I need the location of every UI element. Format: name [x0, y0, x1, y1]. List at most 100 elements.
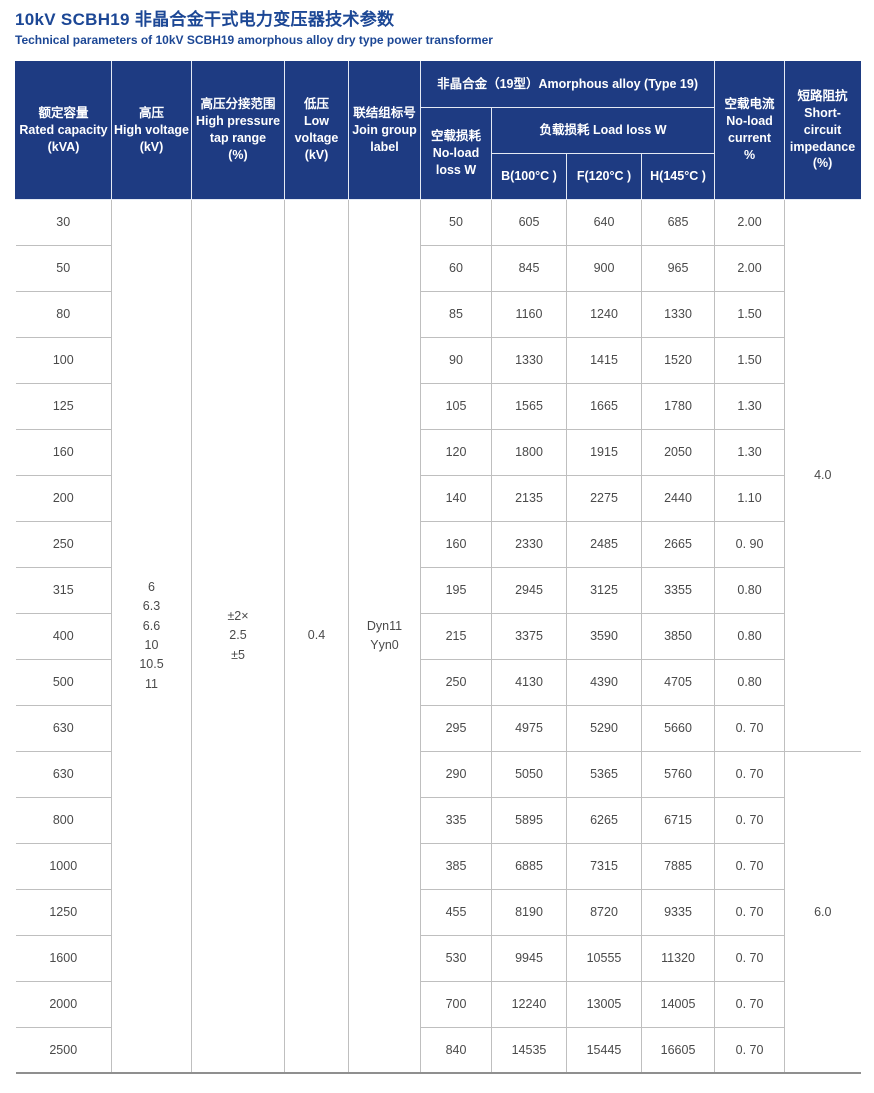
page-title: 10kV SCBH19 非晶合金干式电力变压器技术参数	[15, 10, 395, 29]
short-circuit-impedance-cell: 6.0	[784, 750, 861, 1074]
join-group-merged-cell: Dyn11 Yyn0	[348, 198, 421, 1074]
no-load-current-cell: 1.30	[714, 382, 786, 430]
no-load-current-cell: 1.50	[714, 290, 786, 338]
header-low-voltage: 低压 Low voltage (kV)	[284, 60, 349, 200]
no-load-loss-cell: 215	[420, 612, 492, 660]
load-loss-b-cell: 1330	[491, 336, 567, 384]
table-row: 2000 700 12240 13005 14005 0. 70	[15, 980, 861, 1028]
load-loss-h-cell: 5760	[640, 750, 716, 798]
load-loss-b-cell: 605	[491, 198, 567, 246]
no-load-loss-cell: 90	[420, 336, 492, 384]
rated-capacity-cell: 100	[15, 336, 112, 384]
high-voltage-merged-cell: 6 6.3 6.6 10 10.5 11	[111, 198, 192, 1074]
rated-capacity-cell: 800	[15, 796, 112, 844]
load-loss-h-cell: 2440	[640, 474, 716, 522]
rated-capacity-cell: 160	[15, 428, 112, 476]
table-row: 125 105 1565 1665 1780 1.30	[15, 382, 861, 430]
header-amorphous-alloy-group: 非晶合金（19型）Amorphous alloy (Type 19)	[419, 60, 716, 108]
table-row: 1600 530 9945 10555 11320 0. 70	[15, 934, 861, 982]
header-load-loss-group: 负载损耗 Load loss W	[490, 106, 716, 154]
no-load-current-cell: 0. 90	[714, 520, 786, 568]
load-loss-h-cell: 965	[640, 244, 716, 292]
no-load-current-cell: 1.30	[714, 428, 786, 476]
no-load-loss-cell: 700	[420, 980, 492, 1028]
no-load-loss-cell: 295	[420, 704, 492, 752]
load-loss-h-cell: 2050	[640, 428, 716, 476]
load-loss-f-cell: 2485	[566, 520, 642, 568]
load-loss-h-cell: 11320	[640, 934, 716, 982]
rated-capacity-cell: 500	[15, 658, 112, 706]
load-loss-f-cell: 15445	[566, 1026, 642, 1074]
header-no-load-current: 空载电流 No-load current %	[714, 60, 786, 200]
no-load-current-cell: 0. 70	[714, 750, 786, 798]
load-loss-h-cell: 1780	[640, 382, 716, 430]
no-load-current-cell: 0. 70	[714, 980, 786, 1028]
load-loss-f-cell: 3590	[566, 612, 642, 660]
table-row: 160 120 1800 1915 2050 1.30	[15, 428, 861, 476]
header-rated-capacity: 额定容量 Rated capacity (kVA)	[15, 60, 112, 200]
header-short-circuit-impedance: 短路阻抗 Short- circuit impedance (%)	[784, 60, 862, 200]
rated-capacity-cell: 200	[15, 474, 112, 522]
load-loss-h-cell: 6715	[640, 796, 716, 844]
load-loss-b-cell: 9945	[491, 934, 567, 982]
load-loss-b-cell: 845	[491, 244, 567, 292]
table-row: 630 290 5050 5365 5760 0. 70 6.0	[15, 750, 861, 1074]
load-loss-h-cell: 685	[640, 198, 716, 246]
rated-capacity-cell: 1000	[15, 842, 112, 890]
load-loss-b-cell: 1565	[491, 382, 567, 430]
no-load-current-cell: 1.10	[714, 474, 786, 522]
rated-capacity-cell: 2500	[15, 1026, 112, 1074]
table-row: 315 195 2945 3125 3355 0.80	[15, 566, 861, 614]
low-voltage-merged-cell: 0.4	[284, 198, 349, 1074]
load-loss-f-cell: 5290	[566, 704, 642, 752]
header-high-voltage: 高压 High voltage (kV)	[111, 60, 192, 200]
no-load-loss-cell: 840	[420, 1026, 492, 1074]
load-loss-f-cell: 8720	[566, 888, 642, 936]
table-row: 30 6 6.3 6.6 10 10.5 11 ±2× 2.5 ±5 0.4 Dyn11…	[15, 198, 861, 1074]
no-load-loss-cell: 140	[420, 474, 492, 522]
no-load-loss-cell: 105	[420, 382, 492, 430]
load-loss-b-cell: 2135	[491, 474, 567, 522]
load-loss-f-cell: 5365	[566, 750, 642, 798]
load-loss-h-cell: 2665	[640, 520, 716, 568]
load-loss-h-cell: 3850	[640, 612, 716, 660]
load-loss-f-cell: 10555	[566, 934, 642, 982]
load-loss-f-cell: 7315	[566, 842, 642, 890]
short-circuit-impedance-cell: 4.0	[784, 198, 861, 752]
no-load-current-cell: 0. 70	[714, 704, 786, 752]
table-row: 200 140 2135 2275 2440 1.10	[15, 474, 861, 522]
load-loss-h-cell: 3355	[640, 566, 716, 614]
load-loss-b-cell: 1160	[491, 290, 567, 338]
load-loss-h-cell: 1520	[640, 336, 716, 384]
load-loss-b-cell: 14535	[491, 1026, 567, 1074]
no-load-loss-cell: 60	[420, 244, 492, 292]
load-loss-b-cell: 5895	[491, 796, 567, 844]
load-loss-f-cell: 6265	[566, 796, 642, 844]
transformer-parameters-table: 额定容量 Rated capacity (kVA) 高压 High voltag…	[15, 60, 862, 1075]
rated-capacity-cell: 400	[15, 612, 112, 660]
table-body: 30 6 6.3 6.6 10 10.5 11 ±2× 2.5 ±5 0.4 Dyn11…	[15, 198, 861, 1074]
table-header: 额定容量 Rated capacity (kVA) 高压 High voltag…	[15, 60, 862, 200]
load-loss-f-cell: 1665	[566, 382, 642, 430]
load-loss-f-cell: 4390	[566, 658, 642, 706]
load-loss-b-cell: 5050	[491, 750, 567, 798]
rated-capacity-cell: 50	[15, 244, 112, 292]
table-row: 630 295 4975 5290 5660 0. 70	[15, 704, 861, 752]
load-loss-b-cell: 1800	[491, 428, 567, 476]
load-loss-h-cell: 1330	[640, 290, 716, 338]
load-loss-h-cell: 9335	[640, 888, 716, 936]
rated-capacity-cell: 2000	[15, 980, 112, 1028]
no-load-loss-cell: 455	[420, 888, 492, 936]
table-row: 500 250 4130 4390 4705 0.80	[15, 658, 861, 706]
table-row: 800 335 5895 6265 6715 0. 70	[15, 796, 861, 844]
rated-capacity-cell: 630	[15, 750, 112, 798]
load-loss-f-cell: 3125	[566, 566, 642, 614]
no-load-current-cell: 2.00	[714, 198, 786, 246]
no-load-current-cell: 0.80	[714, 658, 786, 706]
rated-capacity-cell: 1600	[15, 934, 112, 982]
no-load-loss-cell: 385	[420, 842, 492, 890]
no-load-current-cell: 0. 70	[714, 796, 786, 844]
load-loss-b-cell: 2945	[491, 566, 567, 614]
no-load-loss-cell: 530	[420, 934, 492, 982]
load-loss-b-cell: 6885	[491, 842, 567, 890]
